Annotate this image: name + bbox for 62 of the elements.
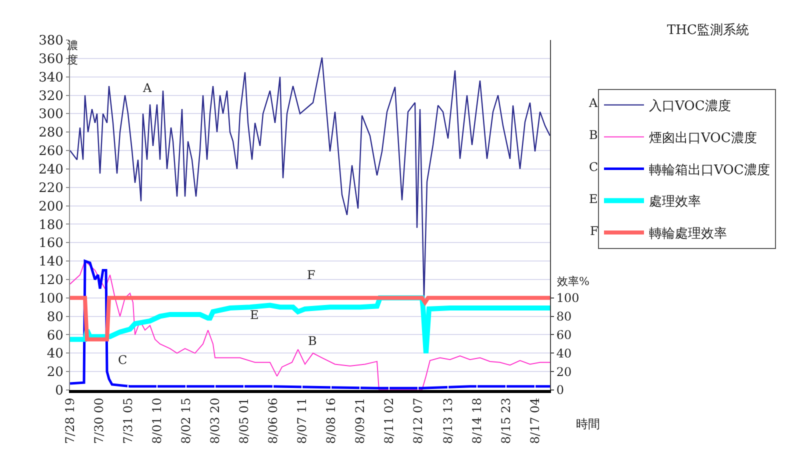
x-tick-label: 8/07 11 <box>294 398 309 444</box>
annotation: C <box>118 353 128 367</box>
x-tick-label: 8/02 15 <box>178 398 193 444</box>
text: E <box>589 192 598 206</box>
x-tick-label: 8/06 06 <box>266 398 280 444</box>
legend-label: 煙囪出口VOC濃度 <box>649 130 757 146</box>
y-tick-label: 260 <box>38 144 64 160</box>
x-tick-label: 8/09 21 <box>352 398 367 444</box>
y-tick-label: 220 <box>38 180 64 196</box>
annotation: A <box>142 81 152 95</box>
x-tick-label: 7/31 05 <box>120 398 135 444</box>
x-tick-label: 8/03 20 <box>208 398 222 444</box>
y-tick-label: 380 <box>38 34 64 49</box>
text: A <box>588 96 598 110</box>
y-tick-label: 60 <box>46 328 64 344</box>
text: C <box>589 160 598 174</box>
x-tick-label: 8/11 02 <box>382 398 396 444</box>
y-tick-label: 280 <box>38 126 64 141</box>
y-tick-label: 340 <box>38 70 64 86</box>
x-tick-label: 8/14 18 <box>470 398 484 444</box>
y-tick-label: 360 <box>38 52 64 67</box>
y-tick-label: 180 <box>38 218 64 233</box>
y-tick-label: 80 <box>46 310 64 325</box>
y-tick-label: 120 <box>38 273 64 288</box>
text: THC監測系統 <box>667 23 749 38</box>
x-tick-label: 8/05 01 <box>236 398 251 444</box>
x-tick-label: 8/12 07 <box>410 398 425 444</box>
annotation: E <box>250 308 259 322</box>
y-axis-title: 濃度 <box>67 39 78 66</box>
annotation: B <box>308 334 317 348</box>
y-tick-label: 320 <box>38 88 64 104</box>
y2-tick-label: 20 <box>556 364 572 379</box>
x-tick-label: 8/08 16 <box>324 398 338 444</box>
y2-tick-label: 80 <box>556 310 572 324</box>
text: F <box>590 224 598 238</box>
x-tick-label: 7/30 00 <box>92 398 106 444</box>
x-tick-label: 8/01 10 <box>150 398 164 444</box>
y-tick-label: 100 <box>38 291 64 306</box>
x-tick-label: 7/28 19 <box>62 398 77 444</box>
x-axis-title: 時間 <box>576 417 600 431</box>
y2-axis-title: 效率% <box>557 275 590 288</box>
legend-label: 轉輪箱出口VOC濃度 <box>649 162 770 178</box>
y2-tick-label: 0 <box>556 383 564 398</box>
y-tick-label: 20 <box>46 365 64 380</box>
y-tick-label: 160 <box>38 236 64 252</box>
legend-label: 轉輪處理效率 <box>649 226 727 242</box>
y2-tick-label: 60 <box>556 328 572 342</box>
y-tick-label: 0 <box>55 384 64 399</box>
annotation: F <box>307 268 316 282</box>
y-tick-label: 200 <box>38 199 64 214</box>
x-tick-label: 8/15 23 <box>498 398 513 444</box>
y-tick-label: 40 <box>46 346 64 362</box>
y-tick-label: 240 <box>38 162 64 178</box>
y-tick-label: 140 <box>38 254 64 270</box>
text: B <box>589 128 598 142</box>
y2-tick-label: 40 <box>556 346 572 360</box>
legend-label: 處理效率 <box>649 194 701 210</box>
x-tick-label: 8/17 04 <box>528 397 542 444</box>
y-tick-label: 300 <box>38 107 64 122</box>
legend-label: 入口VOC濃度 <box>649 98 731 114</box>
y2-tick-label: 100 <box>556 291 580 306</box>
x-tick-label: 8/13 13 <box>440 398 455 444</box>
